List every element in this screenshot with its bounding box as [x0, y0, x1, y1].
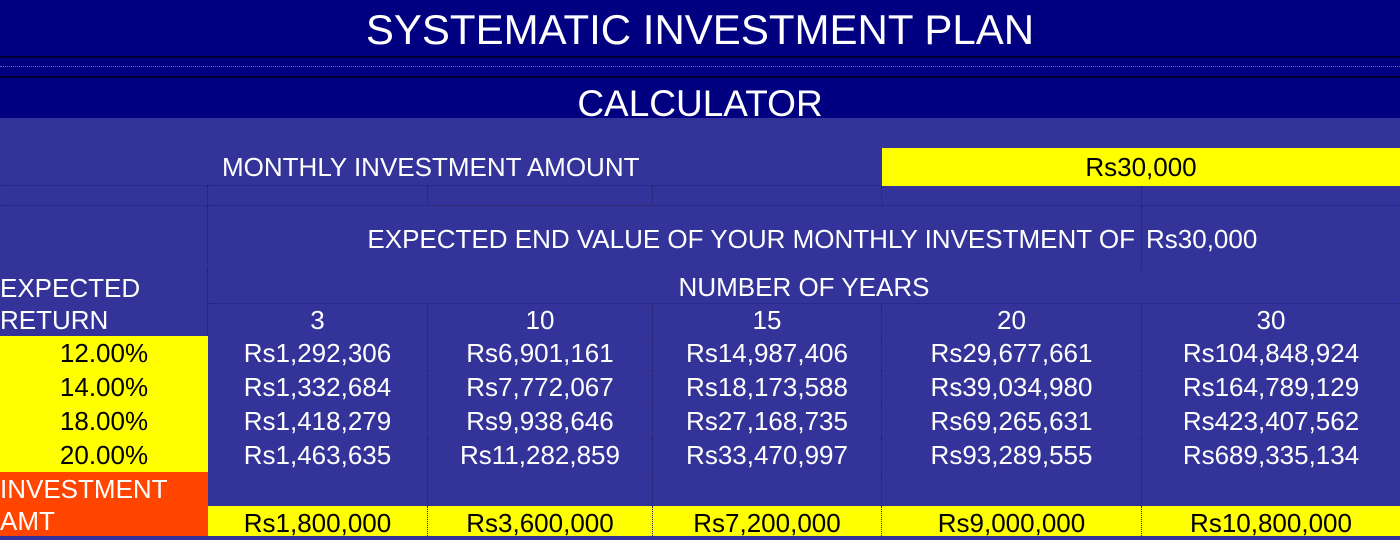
expected-return-label-line2: RETURN — [0, 305, 109, 335]
year-header-3: 3 — [208, 304, 428, 336]
investment-amount-cell: Rs7,200,000 — [653, 506, 882, 538]
expected-end-value-label: EXPECTED END VALUE OF YOUR MONTHLY INVES… — [208, 206, 1142, 270]
investment-amount-cell: Rs1,800,000 — [208, 506, 428, 538]
title-divider — [0, 58, 1400, 76]
monthly-investment-input[interactable]: Rs30,000 — [882, 148, 1400, 186]
return-rate-input[interactable]: 12.00% — [0, 336, 208, 370]
spacer-cell — [428, 472, 653, 506]
return-rate-input[interactable]: 18.00% — [0, 404, 208, 438]
year-header-15: 15 — [653, 304, 882, 336]
monthly-row-left — [0, 148, 208, 186]
year-header-10: 10 — [428, 304, 653, 336]
spacer-cell — [653, 472, 882, 506]
expected-row-left — [0, 206, 208, 270]
table-cell: Rs1,463,635 — [208, 438, 428, 472]
spacer-cell — [882, 472, 1142, 506]
expected-return-header: EXPECTED RETURN — [0, 270, 208, 336]
page-title: SYSTEMATIC INVESTMENT PLAN — [0, 0, 1400, 58]
number-of-years-header: NUMBER OF YEARS — [208, 270, 1400, 304]
year-header-30: 30 — [1256, 305, 1286, 335]
investment-amount-cell: Rs3,600,000 — [428, 506, 653, 538]
table-cell: Rs1,292,306 — [208, 336, 428, 370]
expected-end-value-amount: Rs30,000 — [1146, 224, 1258, 254]
spacer-cell — [653, 186, 882, 206]
return-rate-input[interactable]: 14.00% — [0, 370, 208, 404]
table-cell: Rs9,938,646 — [428, 404, 653, 438]
page-subtitle: CALCULATOR — [0, 76, 1400, 124]
table-cell: Rs164,789,129 — [1182, 372, 1360, 402]
table-cell: Rs689,335,134 — [1182, 440, 1360, 470]
table-cell: Rs39,034,980 — [882, 370, 1142, 404]
spacer-cell — [0, 186, 208, 206]
table-cell: Rs104,848,924 — [1182, 338, 1360, 368]
spacer-cell — [1142, 186, 1400, 206]
table-cell: Rs69,265,631 — [882, 404, 1142, 438]
table-cell: Rs11,282,859 — [428, 438, 653, 472]
table-cell: Rs7,772,067 — [428, 370, 653, 404]
table-cell: Rs18,173,588 — [653, 370, 882, 404]
expected-return-label-line1: EXPECTED — [0, 273, 141, 303]
investment-amount-label: INVESTMENT AMT — [0, 472, 208, 536]
table-cell: Rs1,332,684 — [208, 370, 428, 404]
table-cell: Rs29,677,661 — [882, 336, 1142, 370]
spacer-cell — [208, 186, 428, 206]
investment-amount-cell: Rs9,000,000 — [882, 506, 1142, 538]
table-cell: Rs14,987,406 — [653, 336, 882, 370]
table-cell: Rs6,901,161 — [428, 336, 653, 370]
return-rate-input[interactable]: 20.00% — [0, 438, 208, 472]
investment-label-line2: AMT — [0, 506, 55, 536]
investment-amount-cell: Rs10,800,000 — [1142, 506, 1400, 538]
table-cell: Rs27,168,735 — [653, 404, 882, 438]
investment-label-line1: INVESTMENT — [0, 474, 168, 504]
monthly-investment-label: MONTHLY INVESTMENT AMOUNT — [208, 148, 882, 186]
table-cell: Rs1,418,279 — [208, 404, 428, 438]
spacer-cell — [208, 472, 428, 506]
table-cell: Rs423,407,562 — [1182, 406, 1360, 436]
spacer-cell — [882, 186, 1142, 206]
spacer-cell — [428, 186, 653, 206]
year-header-20: 20 — [882, 304, 1142, 336]
table-cell: Rs33,470,997 — [653, 438, 882, 472]
table-cell: Rs93,289,555 — [882, 438, 1142, 472]
